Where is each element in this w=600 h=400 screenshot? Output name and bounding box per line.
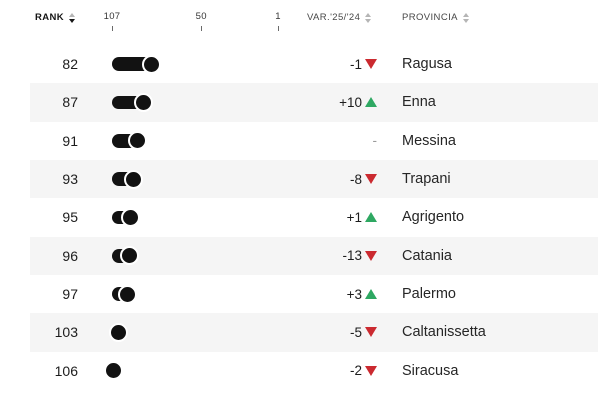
sort-icon [69, 12, 76, 23]
var-value: +1 [346, 209, 362, 225]
provincia-value: Messina [402, 132, 456, 149]
rank-dot-plot [105, 160, 295, 198]
rank-dot-plot [105, 198, 295, 236]
var-cell: -1 [280, 45, 377, 83]
provincia-value: Enna [402, 94, 436, 111]
var-value: +3 [346, 286, 362, 302]
var-cell: -13 [280, 237, 377, 275]
scale-tick-mark [112, 26, 113, 31]
up-triangle-icon [365, 289, 377, 300]
sort-up-icon [462, 12, 469, 17]
var-cell: -8 [280, 160, 377, 198]
up-triangle-icon [365, 97, 377, 108]
table-row[interactable]: 96 -13 Catania [30, 236, 598, 275]
rank-header-label: RANK [35, 12, 65, 23]
rank-dot [141, 54, 161, 74]
rank-dot-plot [105, 83, 295, 121]
provincia-value: Trapani [402, 171, 451, 188]
table-row[interactable]: 91 - Messina [30, 121, 598, 160]
down-triangle-icon [365, 174, 377, 185]
provincia-value: Siracusa [402, 362, 459, 379]
table-row[interactable]: 106 -2 Siracusa [30, 351, 598, 390]
table-row[interactable]: 103 -5 Caltanissetta [30, 313, 598, 352]
provincia-header-label: PROVINCIA [402, 12, 458, 23]
var-value: - [372, 133, 378, 149]
rank-column-header[interactable]: RANK [35, 12, 76, 23]
provincia-column-header[interactable]: PROVINCIA [402, 12, 469, 23]
var-cell: +10 [280, 83, 377, 121]
var-cell: -2 [280, 352, 377, 390]
scale-tick-label: 50 [195, 11, 207, 22]
var-cell: - [280, 122, 378, 160]
provincia-value: Catania [402, 247, 452, 264]
rank-dot-plot [104, 352, 295, 390]
rank-dot-plot [105, 45, 295, 83]
sort-down-icon [462, 18, 469, 23]
rank-dot [119, 246, 139, 266]
var-value: -13 [342, 248, 362, 264]
down-triangle-icon [365, 59, 377, 70]
sort-down-icon [69, 18, 76, 23]
rank-dot [124, 169, 144, 189]
rank-value: 95 [62, 209, 78, 226]
scale-tick-label: 1 [275, 11, 281, 22]
rank-value: 106 [54, 362, 78, 379]
sort-icon [365, 12, 372, 23]
scale-tick-mark [278, 26, 279, 31]
down-triangle-icon [365, 327, 377, 338]
var-value: -2 [349, 363, 362, 379]
rank-value: 96 [62, 247, 78, 264]
rank-value: 91 [62, 132, 78, 149]
rank-value: 103 [54, 324, 78, 341]
table-row[interactable]: 93 -8 Trapani [30, 159, 598, 199]
var-cell: -5 [280, 313, 377, 351]
rank-value: 82 [62, 56, 78, 73]
rank-dot [121, 207, 141, 227]
rank-dot [108, 322, 128, 342]
sort-up-icon [69, 12, 76, 17]
rank-dot-plot [105, 313, 295, 351]
var-value: -1 [349, 56, 362, 72]
down-triangle-icon [365, 365, 377, 376]
rank-dot-plot [105, 275, 295, 313]
var-value: +10 [339, 94, 362, 110]
rank-dot [133, 92, 153, 112]
rank-value: 93 [62, 171, 78, 188]
var-cell: +1 [280, 198, 377, 236]
provincia-value: Palermo [402, 286, 456, 303]
var-value: -5 [349, 324, 362, 340]
table-row[interactable]: 82 -1 Ragusa [30, 45, 598, 84]
rank-dot-plot [105, 122, 295, 160]
rank-dot [127, 131, 147, 151]
up-triangle-icon [365, 212, 377, 223]
rank-value: 87 [62, 94, 78, 111]
sort-icon [462, 12, 469, 23]
provincia-value: Agrigento [402, 209, 465, 226]
provincia-value: Caltanissetta [402, 324, 486, 341]
var-value: -8 [349, 171, 362, 187]
scale-tick-mark [201, 26, 203, 31]
var-header-label: VAR.'25/'24 [307, 12, 361, 23]
scale-tick-label: 107 [103, 11, 121, 22]
table-row[interactable]: 95 +1 Agrigento [30, 198, 598, 237]
rank-dot [118, 284, 138, 304]
rank-dot [104, 361, 124, 381]
rank-dot-plot [105, 237, 295, 275]
sort-down-icon [365, 18, 372, 23]
var-column-header[interactable]: VAR.'25/'24 [307, 12, 372, 23]
var-cell: +3 [280, 275, 377, 313]
table-row[interactable]: 87 +10 Enna [30, 83, 598, 122]
sort-up-icon [365, 12, 372, 17]
provincia-value: Ragusa [402, 56, 452, 73]
down-triangle-icon [365, 250, 377, 261]
rank-value: 97 [62, 286, 78, 303]
table-row[interactable]: 97 +3 Palermo [30, 274, 598, 314]
rank-bar [112, 57, 152, 71]
